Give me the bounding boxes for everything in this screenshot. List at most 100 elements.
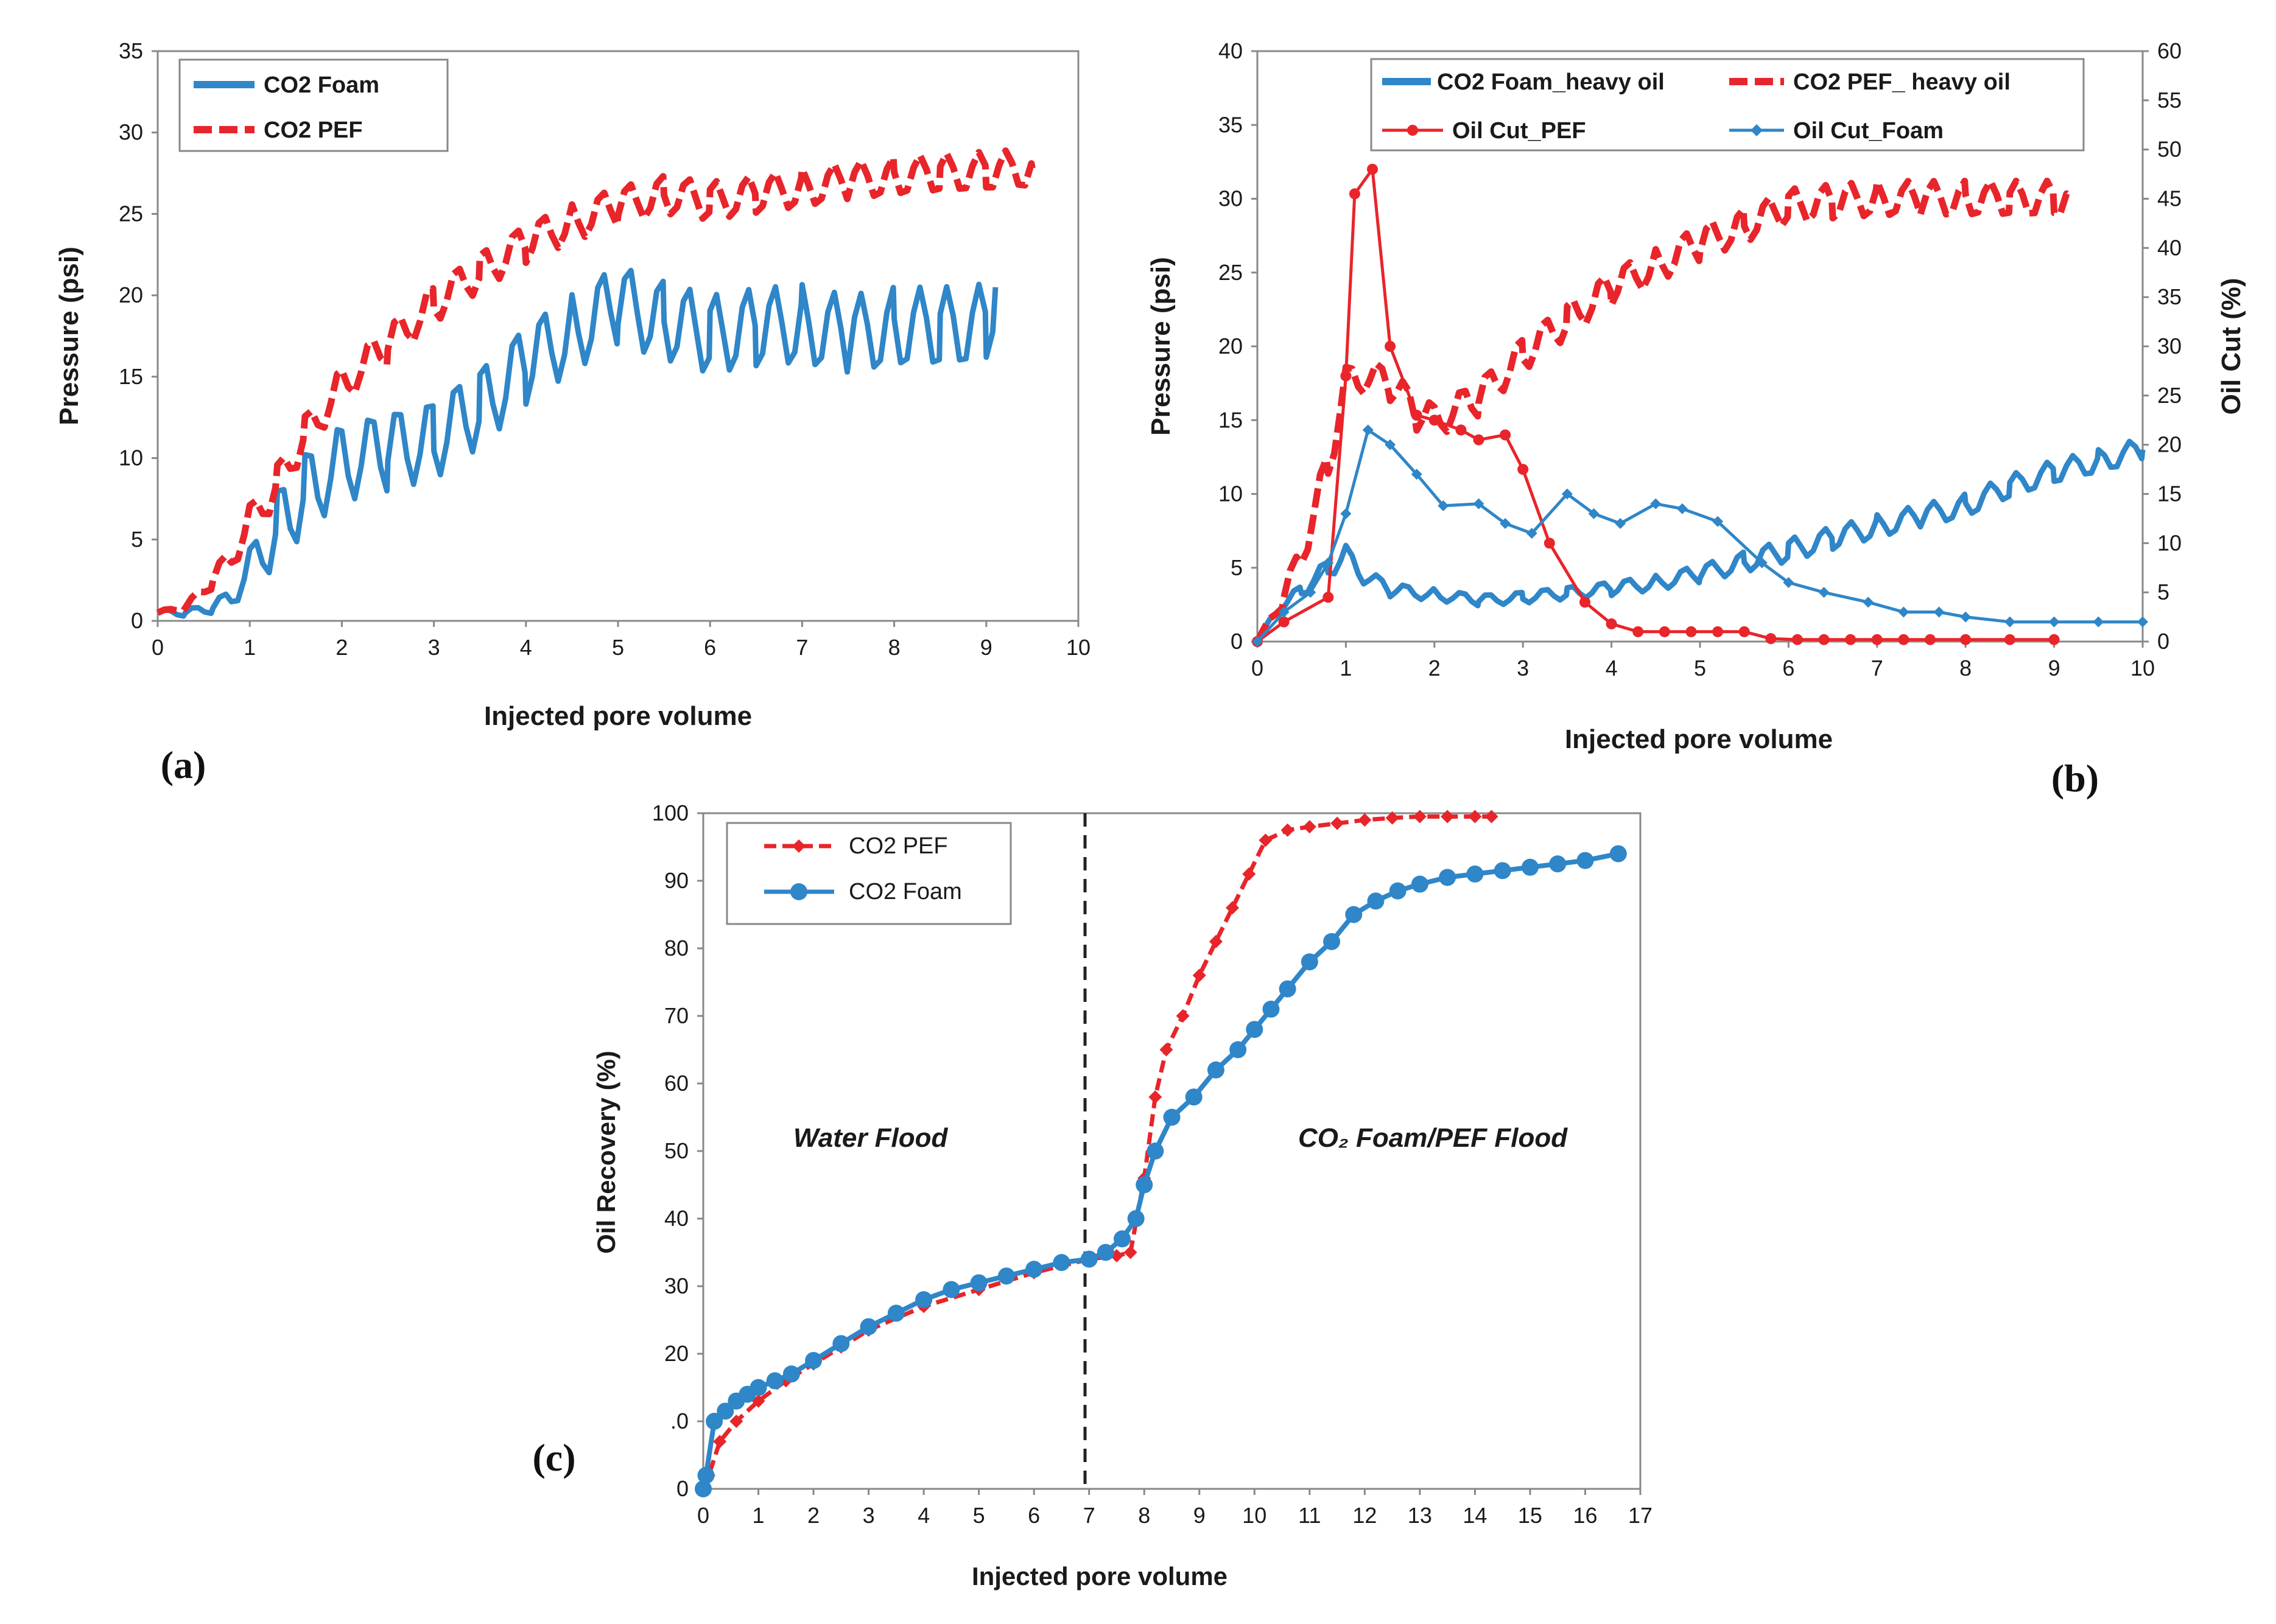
- data-point-oil-cut-foam: [1385, 439, 1396, 450]
- data-point-co2-foam: [1080, 1250, 1098, 1268]
- x-tick-label: 9: [980, 635, 992, 660]
- x-tick-label: 5: [973, 1503, 985, 1528]
- x-tick-label: 0: [697, 1503, 709, 1528]
- x-tick-label: 12: [1352, 1503, 1377, 1528]
- data-point-co2-foam: [1163, 1108, 1181, 1126]
- data-point-oil-cut-pef: [1712, 626, 1724, 637]
- data-point-co2-foam: [805, 1352, 823, 1370]
- data-point-co2-pef: [1226, 901, 1240, 915]
- panel-a-series: [156, 147, 1036, 619]
- x-tick-label: 16: [1573, 1503, 1597, 1528]
- data-point-co2-foam: [970, 1274, 988, 1292]
- y-right-tick-label: 10: [2157, 530, 2182, 555]
- data-point-oil-cut-pef: [1473, 434, 1484, 446]
- x-tick-label: 9: [2048, 656, 2060, 681]
- data-point-co2-pef: [1159, 1043, 1173, 1057]
- y-tick-label: 5: [131, 527, 143, 551]
- legend-b-oilcut-pef-marker: [1407, 125, 1418, 136]
- data-point-oil-cut-pef: [2004, 634, 2015, 645]
- data-point-co2-pef: [713, 1435, 727, 1449]
- x-tick-label: 6: [1782, 656, 1794, 681]
- data-point-co2-foam: [1301, 953, 1318, 971]
- data-point-co2-pef: [1259, 833, 1273, 847]
- y-right-tick-label: 30: [2157, 334, 2182, 359]
- data-point-co2-foam: [1367, 892, 1385, 910]
- panel-b-ticks: 0 1 2 3 4 5 6 7 8 9 100510152025303540051015202530…: [1218, 38, 2182, 681]
- x-tick-label: 3: [863, 1503, 875, 1528]
- data-point-co2-foam: [1323, 933, 1341, 950]
- x-tick-label: 3: [428, 635, 440, 660]
- data-point-oil-cut-pef: [1898, 634, 1909, 645]
- data-point-oil-cut-pef: [1278, 616, 1290, 628]
- series-line-oil-cut-pef: [1256, 167, 2054, 643]
- panel-c: 0 1 2 3 4 5 6 7 8 9 10 11 12 13 14 15 16 170.020304050607…: [532, 800, 1653, 1591]
- panel-b-y-axis-label: Pressure (psi): [1146, 257, 1176, 435]
- y-tick-label: 20: [664, 1341, 689, 1366]
- data-point-oil-cut-foam: [1526, 528, 1537, 539]
- x-tick-label: 0: [152, 635, 164, 660]
- y-right-tick-label: 45: [2157, 186, 2182, 211]
- data-point-co2-foam: [1147, 1143, 1164, 1160]
- data-point-oil-cut-foam: [1960, 611, 1972, 623]
- data-point-co2-foam: [1389, 882, 1407, 900]
- data-point-co2-foam: [1053, 1254, 1070, 1272]
- legend-b-oilcut-foam-label: Oil Cut_Foam: [1793, 118, 1944, 144]
- panel-c-label: (c): [532, 1436, 575, 1479]
- data-point-co2-pef: [1123, 1245, 1137, 1259]
- x-tick-label: 6: [704, 635, 716, 660]
- data-point-oil-cut-foam: [1756, 557, 1768, 569]
- data-point-oil-cut-pef: [1925, 634, 1936, 645]
- data-point-oil-cut-pef: [1500, 429, 1511, 441]
- series-line-co2-pef: [156, 147, 1036, 616]
- data-point-co2-foam: [1025, 1261, 1043, 1278]
- data-point-oil-cut-foam: [1650, 498, 1662, 509]
- data-point-oil-cut-foam: [1588, 508, 1600, 519]
- x-tick-label: 10: [1066, 635, 1091, 660]
- series-line-co2-foam: [701, 851, 1619, 1489]
- y-tick-label: 10: [1218, 481, 1243, 506]
- panel-b-legend-box: [1370, 58, 2085, 152]
- data-point-co2-foam: [887, 1304, 905, 1322]
- y-tick-label: .0: [670, 1409, 689, 1433]
- data-point-co2-pef: [1358, 813, 1372, 827]
- x-tick-label: 2: [1428, 656, 1441, 681]
- series-line-co2-pef-heavy-oil: [1254, 177, 2074, 643]
- y-tick-label: 20: [1218, 334, 1243, 359]
- x-tick-label: 8: [888, 635, 901, 660]
- data-point-co2-foam: [706, 1413, 723, 1430]
- data-point-co2-pef: [1209, 934, 1223, 948]
- panel-a-y-axis-label: Pressure (psi): [54, 247, 84, 425]
- y-right-tick-label: 55: [2157, 88, 2182, 113]
- legend-c-foam-label: CO2 Foam: [849, 879, 962, 905]
- data-point-oil-cut-pef: [2048, 634, 2060, 645]
- y-tick-label: 30: [664, 1273, 689, 1298]
- x-tick-label: 3: [1517, 656, 1529, 681]
- data-point-co2-foam: [766, 1372, 784, 1390]
- data-point-oil-cut-pef: [1960, 634, 1972, 645]
- y-tick-label: 90: [664, 868, 689, 893]
- y-right-tick-label: 35: [2157, 284, 2182, 309]
- x-tick-label: 8: [1138, 1503, 1150, 1528]
- data-point-oil-cut-foam: [1362, 424, 1374, 436]
- data-point-oil-cut-foam: [1933, 606, 1945, 618]
- x-tick-label: 8: [1959, 656, 1972, 681]
- y-tick-label: 0: [131, 608, 143, 633]
- data-point-co2-foam: [1136, 1176, 1153, 1194]
- data-point-co2-pef: [1176, 1009, 1190, 1023]
- data-point-oil-cut-pef: [1349, 188, 1360, 200]
- water-flood-annotation: Water Flood: [793, 1123, 949, 1153]
- foam-pef-flood-annotation: CO₂ Foam/PEF Flood: [1298, 1123, 1568, 1153]
- series-line-co2-foam: [156, 267, 999, 619]
- y-tick-label: 5: [1231, 555, 1243, 580]
- x-tick-label: 7: [1083, 1503, 1095, 1528]
- data-point-co2-foam: [1549, 855, 1567, 873]
- panel-a-ticks: 0 1 2 3 4 5 6 7 8 9 10 0 5 10 15 20 25 30 35: [119, 38, 1091, 660]
- x-tick-label: 0: [1251, 656, 1263, 681]
- data-point-co2-foam: [1207, 1061, 1224, 1079]
- data-point-oil-cut-pef: [1659, 626, 1670, 637]
- y-tick-label: 15: [119, 364, 143, 389]
- x-tick-label: 7: [1871, 656, 1883, 681]
- y-tick-label: 25: [1218, 260, 1243, 285]
- y-tick-label: 20: [119, 282, 143, 307]
